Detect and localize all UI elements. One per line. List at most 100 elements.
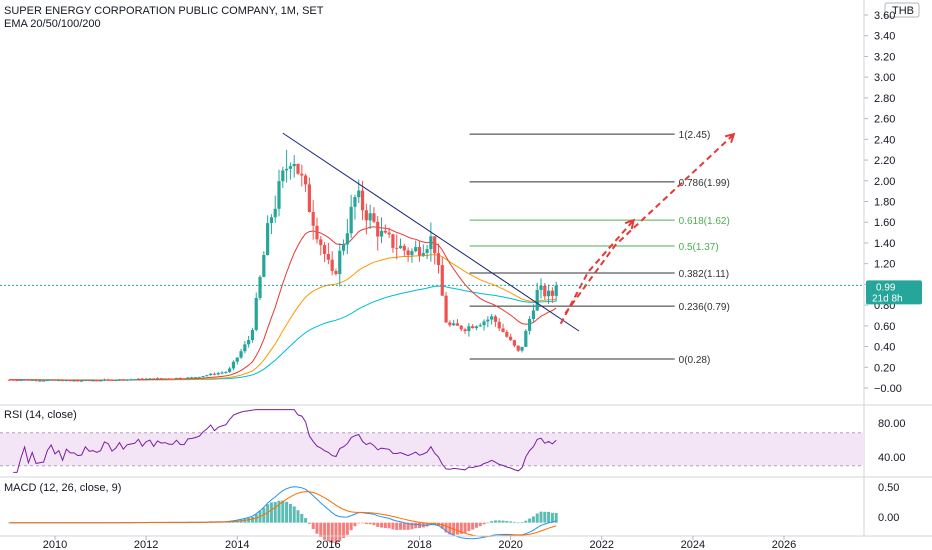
candle[interactable] — [353, 194, 357, 220]
candle[interactable] — [83, 379, 87, 382]
candle[interactable] — [205, 374, 209, 377]
candle[interactable] — [102, 378, 106, 382]
candle[interactable] — [433, 236, 437, 265]
candle[interactable] — [34, 379, 38, 382]
candle[interactable] — [402, 243, 406, 257]
candle[interactable] — [117, 379, 122, 382]
candle[interactable] — [26, 379, 31, 381]
candle[interactable] — [459, 325, 463, 332]
candle[interactable] — [341, 239, 346, 256]
forecast-arrow[interactable] — [564, 133, 735, 314]
candle[interactable] — [49, 379, 53, 381]
candle[interactable] — [486, 316, 490, 328]
macd-axis[interactable]: 0.50 0.00 — [878, 482, 899, 524]
candle[interactable] — [474, 325, 479, 331]
candle[interactable] — [133, 379, 137, 381]
candle[interactable] — [182, 377, 186, 380]
forecast-arrow[interactable] — [559, 219, 635, 325]
candle[interactable] — [174, 377, 179, 380]
candle[interactable] — [19, 379, 23, 382]
candle[interactable] — [520, 346, 524, 353]
candle[interactable] — [497, 318, 501, 331]
candle[interactable] — [11, 379, 15, 381]
price-axis[interactable]: 3.60 3.40 3.20 3.00 2.80 2.60 2.40 2.20 2.00 1.80… — [864, 10, 902, 395]
candle[interactable] — [410, 248, 414, 263]
candle[interactable] — [425, 244, 429, 260]
candle[interactable] — [395, 234, 399, 260]
currency-badge[interactable]: THB — [884, 2, 920, 18]
candle[interactable] — [91, 379, 95, 382]
candle[interactable] — [212, 372, 217, 376]
descending-trendline[interactable] — [282, 132, 580, 332]
candle[interactable] — [163, 378, 167, 380]
candle[interactable] — [30, 379, 34, 381]
candle[interactable] — [296, 163, 300, 175]
candle[interactable] — [258, 275, 262, 301]
candle[interactable] — [482, 319, 486, 331]
candle[interactable] — [216, 371, 220, 376]
candle[interactable] — [334, 268, 338, 276]
candle[interactable] — [64, 379, 68, 382]
candle[interactable] — [463, 327, 467, 334]
candle[interactable] — [364, 203, 368, 235]
candle[interactable] — [505, 329, 509, 338]
candle[interactable] — [148, 378, 152, 380]
candle[interactable] — [243, 341, 247, 354]
candle[interactable] — [136, 378, 141, 380]
candle[interactable] — [262, 251, 266, 278]
candle[interactable] — [379, 217, 384, 244]
candle[interactable] — [383, 224, 387, 234]
candle[interactable] — [471, 324, 475, 329]
candle[interactable] — [23, 379, 27, 381]
candle[interactable] — [292, 155, 296, 178]
candle[interactable] — [368, 204, 372, 229]
candle[interactable] — [330, 251, 334, 276]
candle[interactable] — [269, 214, 274, 235]
candle[interactable] — [307, 177, 311, 213]
candle[interactable] — [110, 379, 114, 381]
candle[interactable] — [535, 282, 539, 312]
candle[interactable] — [254, 292, 258, 332]
candle[interactable] — [140, 377, 144, 381]
candle[interactable] — [197, 376, 201, 378]
candle[interactable] — [398, 238, 403, 249]
candle[interactable] — [60, 379, 65, 382]
candle[interactable] — [452, 319, 456, 327]
candle[interactable] — [448, 320, 452, 327]
candle[interactable] — [209, 373, 213, 376]
candle[interactable] — [247, 335, 251, 348]
candle[interactable] — [550, 287, 554, 303]
candle[interactable] — [493, 314, 498, 327]
candle[interactable] — [106, 378, 110, 381]
candle[interactable] — [129, 378, 133, 381]
candle[interactable] — [546, 284, 551, 305]
candle[interactable] — [235, 357, 239, 365]
candle[interactable] — [224, 371, 228, 374]
candle[interactable] — [155, 377, 160, 380]
candle[interactable] — [114, 379, 118, 382]
candle[interactable] — [190, 376, 194, 379]
candle[interactable] — [87, 379, 91, 382]
candle[interactable] — [121, 378, 125, 381]
candle[interactable] — [193, 377, 198, 379]
candle[interactable] — [303, 173, 308, 192]
candle[interactable] — [95, 379, 99, 382]
candle[interactable] — [178, 377, 182, 379]
candle[interactable] — [444, 291, 448, 323]
candle[interactable] — [414, 240, 418, 253]
candle[interactable] — [440, 257, 444, 296]
candle[interactable] — [281, 166, 285, 189]
candle[interactable] — [322, 242, 327, 263]
candle[interactable] — [490, 313, 494, 325]
candle[interactable] — [421, 244, 425, 257]
candle[interactable] — [349, 194, 353, 238]
candle[interactable] — [231, 360, 236, 371]
candle[interactable] — [68, 379, 72, 382]
candle[interactable] — [512, 339, 517, 348]
candle[interactable] — [201, 375, 205, 378]
candle[interactable] — [186, 377, 190, 380]
candle[interactable] — [436, 243, 441, 274]
candle[interactable] — [42, 380, 46, 382]
candle[interactable] — [171, 378, 175, 380]
